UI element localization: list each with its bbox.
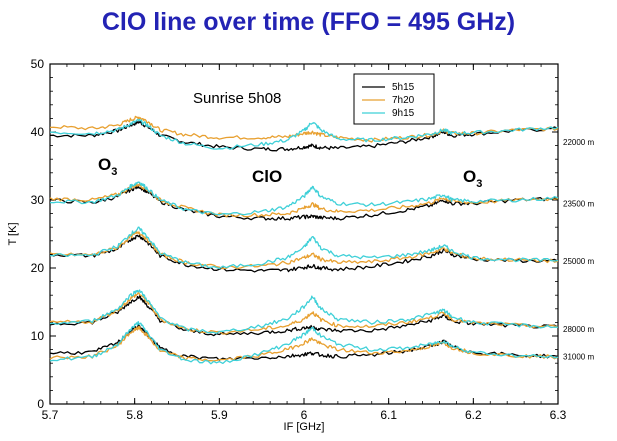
label-layer: 5.7 5.8 5.9 6 6.1 6.2 6.3 0 10 20 30 40 50 22000 m 235… [31,57,595,422]
altitude-label: 23500 m [563,199,594,208]
x-tick-label: 6 [301,408,308,422]
y-tick-label: 40 [31,125,45,139]
o3-right-main: O [463,167,476,186]
plot-frame [49,63,559,405]
series-line-5h15-alt-3 [49,295,559,337]
series-line-7h20-alt-2 [49,231,559,270]
altitude-label: 22000 m [563,138,594,147]
series-line-9h15-alt-3 [49,289,559,335]
legend-box [353,73,435,125]
o3-left-label: O3 [98,155,117,178]
o3-left-sub: 3 [111,166,117,178]
x-tick-label: 6.2 [465,408,482,422]
series-line-7h20-alt-1 [49,182,559,218]
y-tick-label: 10 [31,329,45,343]
o3-right-sub: 3 [476,178,482,190]
series-line-9h15-alt-4 [49,320,559,365]
legend-label-9h15: 9h15 [392,108,415,119]
series-line-7h20-alt-3 [49,292,559,335]
x-tick-label: 5.8 [126,408,143,422]
x-tick-label: 6.1 [380,408,397,422]
legend-label-7h20: 7h20 [392,95,415,106]
y-tick-label: 50 [31,57,45,71]
altitude-label: 28000 m [563,325,594,334]
series-line-9h15-alt-2 [49,226,559,270]
series-layer [49,115,559,365]
o3-left-main: O [98,155,111,174]
legend-label-5h15: 5h15 [392,82,415,93]
tick-layer [49,63,559,405]
y-axis-title: T [K] [7,222,19,245]
sunrise-annotation: Sunrise 5h08 [193,90,281,107]
legend: 5h15 7h20 9h15 [353,73,435,125]
o3-right-label: O3 [463,167,482,190]
y-tick-label: 0 [37,397,44,411]
altitude-label: 31000 m [563,352,594,361]
series-line-5h15-alt-0 [49,120,559,152]
series-line-9h15-alt-0 [49,118,559,150]
x-tick-label: 5.9 [211,408,228,422]
altitude-label: 25000 m [563,257,594,266]
y-tick-label: 20 [31,261,45,275]
y-tick-label: 30 [31,193,45,207]
series-line-9h15-alt-1 [49,181,559,216]
x-tick-label: 5.7 [42,408,59,422]
series-line-7h20-alt-4 [49,325,559,362]
x-tick-label: 6.3 [550,408,567,422]
clo-label: ClO [252,167,282,186]
slide-title: ClO line over time (FFO = 495 GHz) [101,8,516,36]
x-axis-title: IF [GHz] [284,421,325,433]
